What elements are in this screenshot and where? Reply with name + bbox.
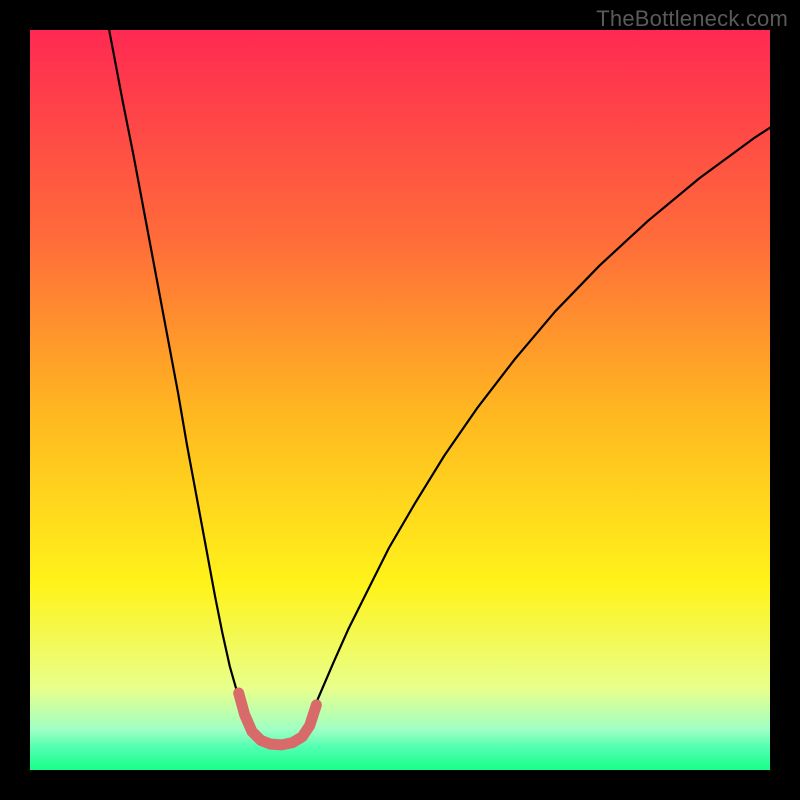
watermark-text: TheBottleneck.com (596, 6, 788, 32)
bottom-v-marker (239, 693, 317, 745)
curve-layer (30, 30, 770, 770)
plot-area (30, 30, 770, 770)
bottleneck-curve (109, 30, 770, 715)
chart-frame: TheBottleneck.com (0, 0, 800, 800)
